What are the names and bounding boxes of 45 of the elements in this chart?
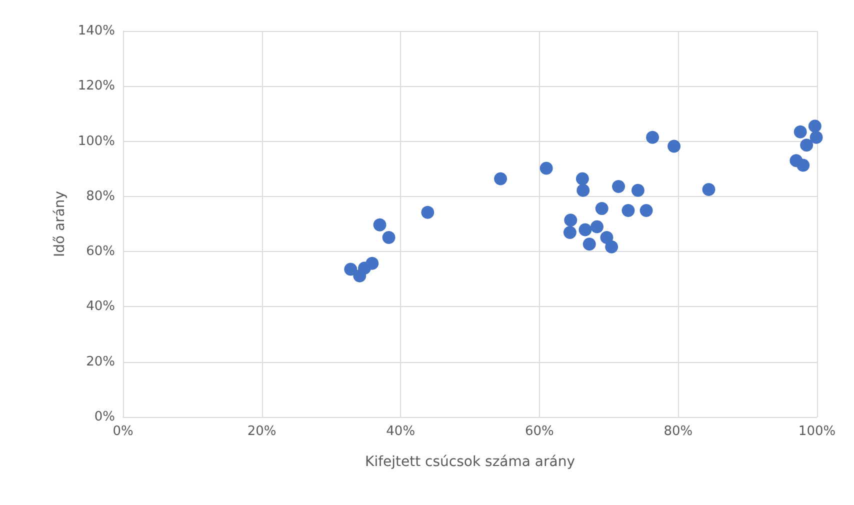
point [373, 218, 386, 232]
point [366, 256, 379, 270]
y-tick-label: 140% [78, 24, 115, 38]
point [810, 130, 823, 144]
x-tick-label: 40% [386, 424, 416, 439]
point [668, 140, 681, 153]
point [578, 223, 592, 236]
x-tick-label: 80% [664, 424, 693, 439]
y-axis-title: Idő arány [52, 190, 68, 258]
point [563, 226, 576, 240]
point [576, 184, 590, 197]
point [605, 240, 618, 254]
point [600, 231, 614, 244]
x-tick-label: 20% [247, 424, 276, 439]
y-tick-label: 120% [78, 78, 115, 94]
x-tick-label: 100% [798, 424, 836, 439]
point [794, 125, 807, 138]
point [590, 220, 604, 234]
point [540, 162, 553, 175]
x-tick-label: 60% [524, 424, 554, 439]
point [640, 204, 653, 217]
point [702, 183, 716, 196]
point [631, 184, 644, 197]
point [808, 120, 822, 133]
point [800, 138, 814, 152]
point [421, 206, 434, 219]
point [576, 172, 589, 186]
y-tick-label: 40% [86, 299, 115, 314]
point [646, 130, 660, 144]
point [344, 262, 358, 276]
y-tick-label: 100% [78, 134, 115, 149]
y-tick-label: 60% [86, 244, 115, 260]
point [382, 231, 396, 244]
y-tick-label: 0% [94, 410, 115, 424]
y-tick-label: 80% [86, 188, 115, 204]
point [796, 158, 810, 172]
point [564, 214, 578, 227]
point [622, 204, 635, 217]
x-axis-title: Kifejtett csúcsok száma arány [365, 454, 575, 470]
point [494, 172, 508, 186]
point [595, 202, 608, 216]
x-tick-label: 0% [112, 424, 134, 439]
y-tick-label: 20% [86, 354, 115, 370]
point [582, 238, 596, 251]
point [612, 180, 626, 193]
